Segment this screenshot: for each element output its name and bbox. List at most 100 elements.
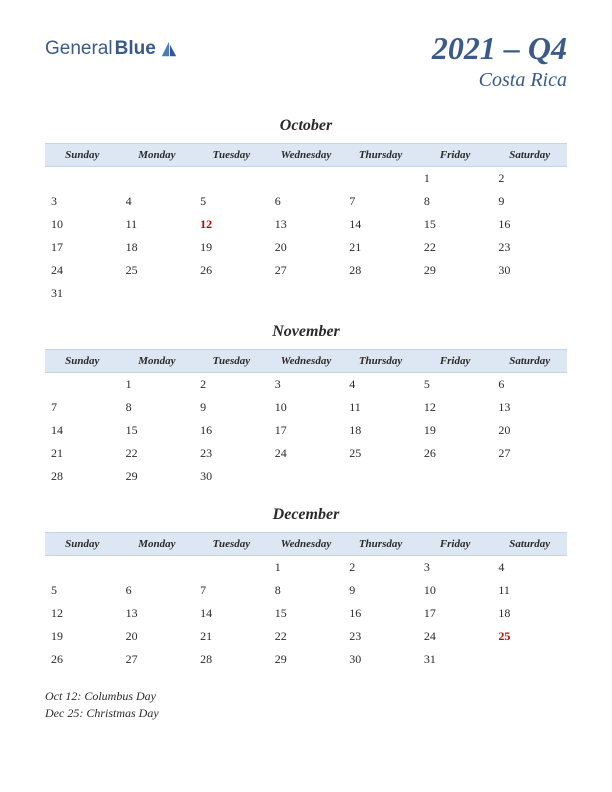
week-row: 12 bbox=[45, 167, 567, 191]
day-header: Tuesday bbox=[194, 350, 269, 373]
day-cell: 15 bbox=[418, 213, 493, 236]
day-cell: 27 bbox=[269, 259, 344, 282]
week-row: 282930 bbox=[45, 465, 567, 488]
day-header: Friday bbox=[418, 533, 493, 556]
week-row: 21222324252627 bbox=[45, 442, 567, 465]
week-row: 3456789 bbox=[45, 190, 567, 213]
day-header: Tuesday bbox=[194, 144, 269, 167]
day-cell: 4 bbox=[343, 373, 418, 397]
day-cell: 10 bbox=[418, 579, 493, 602]
day-cell: 26 bbox=[418, 442, 493, 465]
months-container: OctoberSundayMondayTuesdayWednesdayThurs… bbox=[45, 117, 567, 671]
day-cell: 16 bbox=[343, 602, 418, 625]
day-cell: 21 bbox=[194, 625, 269, 648]
day-cell: 5 bbox=[45, 579, 120, 602]
day-cell: 24 bbox=[418, 625, 493, 648]
day-cell bbox=[45, 167, 120, 191]
day-cell bbox=[194, 556, 269, 580]
day-header: Thursday bbox=[343, 350, 418, 373]
day-cell: 30 bbox=[492, 259, 567, 282]
day-cell: 9 bbox=[194, 396, 269, 419]
title-block: 2021 – Q4 Costa Rica bbox=[432, 30, 567, 92]
day-cell bbox=[343, 465, 418, 488]
day-cell: 15 bbox=[120, 419, 195, 442]
day-cell: 12 bbox=[194, 213, 269, 236]
day-cell: 23 bbox=[492, 236, 567, 259]
day-cell bbox=[343, 282, 418, 305]
day-cell: 14 bbox=[45, 419, 120, 442]
day-header: Thursday bbox=[343, 144, 418, 167]
page-title: 2021 – Q4 bbox=[432, 30, 567, 67]
day-header: Sunday bbox=[45, 144, 120, 167]
day-cell: 20 bbox=[269, 236, 344, 259]
day-cell: 20 bbox=[120, 625, 195, 648]
week-row: 1234 bbox=[45, 556, 567, 580]
month-name: October bbox=[45, 117, 567, 135]
day-cell: 18 bbox=[492, 602, 567, 625]
day-cell: 1 bbox=[418, 167, 493, 191]
day-header: Monday bbox=[120, 144, 195, 167]
day-cell: 21 bbox=[45, 442, 120, 465]
week-row: 262728293031 bbox=[45, 648, 567, 671]
day-cell bbox=[343, 167, 418, 191]
day-cell: 6 bbox=[120, 579, 195, 602]
day-header: Wednesday bbox=[269, 350, 344, 373]
week-row: 19202122232425 bbox=[45, 625, 567, 648]
day-cell: 2 bbox=[492, 167, 567, 191]
day-cell: 3 bbox=[269, 373, 344, 397]
day-cell bbox=[269, 465, 344, 488]
day-cell: 24 bbox=[269, 442, 344, 465]
week-row: 14151617181920 bbox=[45, 419, 567, 442]
day-cell bbox=[45, 373, 120, 397]
day-cell: 13 bbox=[269, 213, 344, 236]
logo-text-general: General bbox=[45, 38, 113, 60]
day-cell: 4 bbox=[492, 556, 567, 580]
day-header: Sunday bbox=[45, 350, 120, 373]
day-cell: 22 bbox=[418, 236, 493, 259]
day-cell: 7 bbox=[343, 190, 418, 213]
day-cell: 23 bbox=[343, 625, 418, 648]
day-cell bbox=[194, 167, 269, 191]
month-block: October SundayMondayTuesdayWednesdayThurs… bbox=[45, 117, 567, 305]
day-cell: 16 bbox=[194, 419, 269, 442]
day-cell: 31 bbox=[418, 648, 493, 671]
day-cell: 2 bbox=[194, 373, 269, 397]
day-cell: 23 bbox=[194, 442, 269, 465]
day-cell: 8 bbox=[269, 579, 344, 602]
day-header: Friday bbox=[418, 350, 493, 373]
day-cell: 17 bbox=[269, 419, 344, 442]
day-cell: 18 bbox=[343, 419, 418, 442]
day-cell: 19 bbox=[194, 236, 269, 259]
day-header: Tuesday bbox=[194, 533, 269, 556]
day-cell: 10 bbox=[45, 213, 120, 236]
day-cell: 28 bbox=[343, 259, 418, 282]
day-cell: 29 bbox=[269, 648, 344, 671]
day-cell bbox=[45, 556, 120, 580]
day-cell bbox=[492, 282, 567, 305]
week-row: 17181920212223 bbox=[45, 236, 567, 259]
week-row: 12131415161718 bbox=[45, 602, 567, 625]
month-block: NovemberSundayMondayTuesdayWednesdayThur… bbox=[45, 323, 567, 488]
day-cell: 19 bbox=[418, 419, 493, 442]
day-cell: 12 bbox=[418, 396, 493, 419]
day-cell bbox=[120, 282, 195, 305]
day-header: Wednesday bbox=[269, 533, 344, 556]
day-cell: 20 bbox=[492, 419, 567, 442]
day-cell: 22 bbox=[269, 625, 344, 648]
header: GeneralBlue 2021 – Q4 Costa Rica bbox=[45, 30, 567, 92]
day-cell: 18 bbox=[120, 236, 195, 259]
holiday-item: Dec 25: Christmas Day bbox=[45, 706, 567, 721]
day-cell: 29 bbox=[120, 465, 195, 488]
day-cell bbox=[194, 282, 269, 305]
month-table: SundayMondayTuesdayWednesdayThursdayFrid… bbox=[45, 143, 567, 305]
day-cell: 13 bbox=[120, 602, 195, 625]
day-cell: 24 bbox=[45, 259, 120, 282]
day-cell: 11 bbox=[120, 213, 195, 236]
holiday-item: Oct 12: Columbus Day bbox=[45, 689, 567, 704]
day-cell: 10 bbox=[269, 396, 344, 419]
day-cell: 25 bbox=[120, 259, 195, 282]
day-cell bbox=[269, 167, 344, 191]
day-cell: 21 bbox=[343, 236, 418, 259]
day-cell: 30 bbox=[343, 648, 418, 671]
day-cell: 29 bbox=[418, 259, 493, 282]
